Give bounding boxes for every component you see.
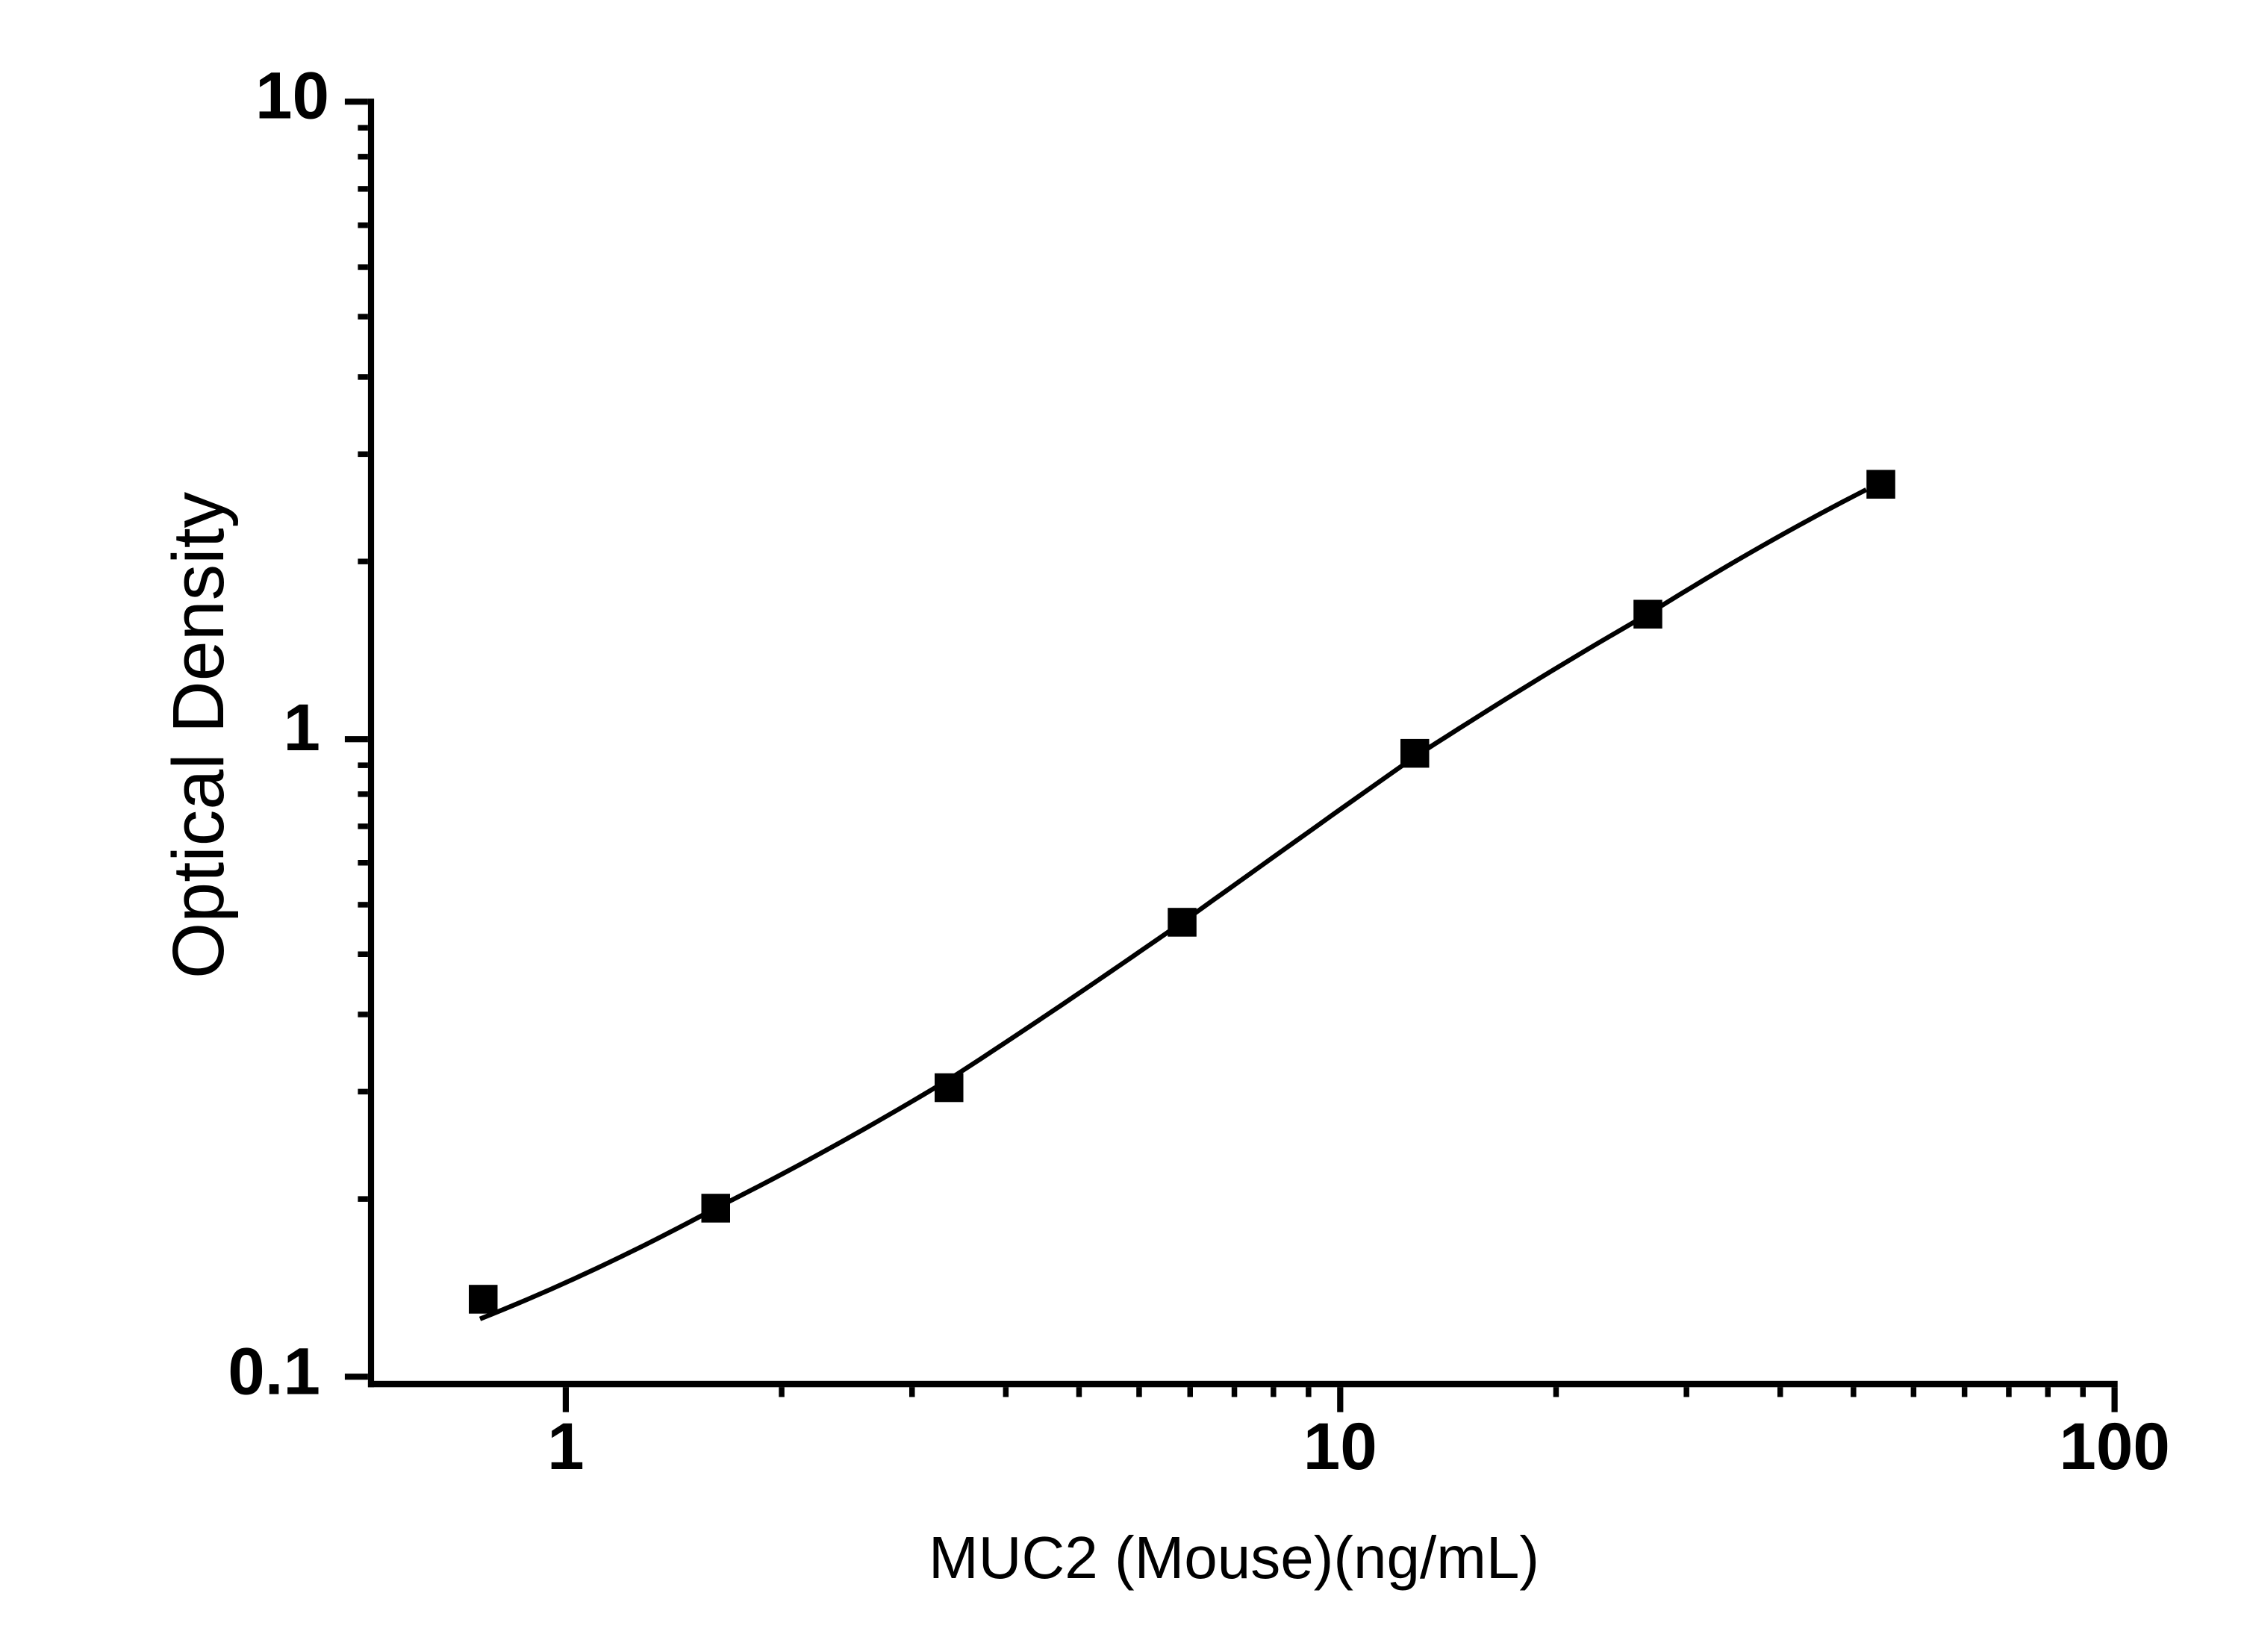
svg-text:Optical Density: Optical Density xyxy=(158,491,239,979)
svg-text:10: 10 xyxy=(1303,1409,1377,1483)
svg-text:1: 1 xyxy=(547,1409,585,1483)
svg-text:0.1: 0.1 xyxy=(228,1333,320,1408)
svg-text:10: 10 xyxy=(255,58,329,133)
svg-text:MUC2 (Mouse)(ng/mL): MUC2 (Mouse)(ng/mL) xyxy=(929,1524,1539,1591)
svg-text:100: 100 xyxy=(2059,1409,2170,1483)
svg-text:1: 1 xyxy=(284,690,321,764)
